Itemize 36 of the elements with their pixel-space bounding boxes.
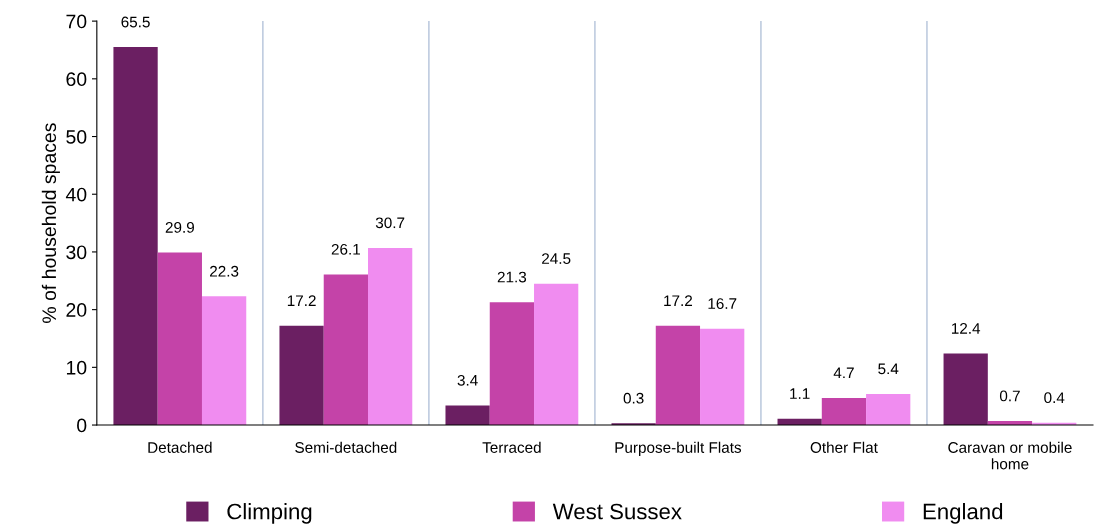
legend-label: West Sussex: [552, 503, 682, 520]
data-label: 12.4: [951, 322, 981, 334]
x-tick-label: Semi-detached: [295, 441, 397, 453]
data-label: 17.2: [664, 295, 693, 306]
legend-label: England: [923, 503, 1003, 524]
data-label: 0.3: [623, 392, 644, 404]
data-label: 17.2: [287, 295, 316, 306]
data-label: 4.7: [833, 367, 854, 379]
x-tick-label: Other Flat: [810, 441, 878, 453]
x-tick-label: Purpose-built Flats: [615, 441, 742, 456]
y-tick-label: 0: [77, 418, 87, 433]
data-label: 22.3: [210, 265, 239, 277]
legend-label: Climping: [227, 503, 312, 524]
y-tick-label: 30: [66, 245, 87, 260]
y-tick-label: 40: [65, 187, 87, 202]
data-label: 26.1: [331, 243, 360, 255]
data-label: 21.3: [497, 271, 527, 283]
x-tick-label: Detached: [148, 441, 212, 453]
y-tick-label: 70: [66, 14, 87, 29]
x-tick-label: Terraced: [482, 441, 541, 453]
y-axis-title: % of household spaces: [41, 123, 60, 323]
data-label: 3.4: [457, 374, 478, 386]
data-label: 0.7: [999, 390, 1020, 402]
data-label: 65.5: [121, 16, 150, 28]
data-label: 5.4: [878, 363, 899, 375]
data-label: 0.4: [1044, 392, 1065, 404]
y-tick-label: 50: [66, 129, 87, 144]
data-label: 30.7: [375, 217, 405, 229]
x-tick-label: Caravan or mobile home: [948, 441, 1072, 470]
data-label: 1.1: [790, 388, 810, 399]
data-label: 29.9: [165, 222, 194, 233]
y-tick-label: 60: [66, 72, 87, 87]
data-label: 24.5: [542, 253, 571, 264]
data-label: 16.7: [708, 298, 737, 309]
y-tick-label: 20: [66, 303, 87, 317]
y-tick-label: 10: [66, 360, 87, 375]
